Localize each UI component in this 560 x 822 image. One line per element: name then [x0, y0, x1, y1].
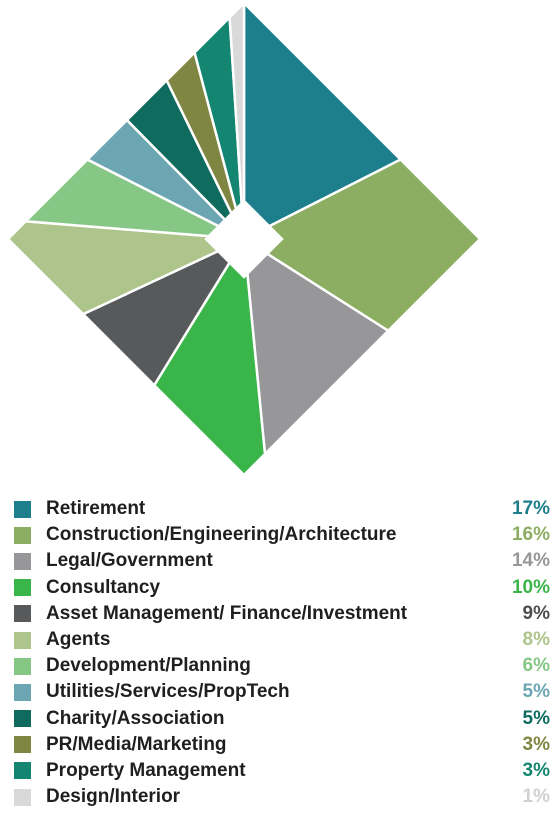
legend-item: Charity/Association 5% [14, 706, 550, 732]
legend-item: Construction/Engineering/Architecture 16% [14, 522, 550, 548]
legend-value: 14% [511, 550, 550, 572]
legend-value: 17% [511, 498, 550, 520]
legend-item: Retirement 17% [14, 496, 550, 522]
legend-swatch [14, 710, 31, 728]
legend-item: Utilities/Services/PropTech 5% [14, 679, 550, 705]
legend-value: 5% [522, 707, 550, 729]
legend-swatch [14, 736, 31, 754]
legend-item: Legal/Government 14% [14, 548, 550, 574]
legend-label: Construction/Engineering/Architecture [46, 524, 397, 546]
legend-swatch [14, 552, 31, 570]
legend-value: 9% [522, 602, 550, 624]
legend-item: Consultancy 10% [14, 575, 550, 601]
legend-item: Design/Interior 1% [14, 784, 550, 810]
chart-canvas [8, 0, 480, 475]
legend-swatch [14, 683, 31, 701]
pie-slice-design-interior [228, 0, 246, 207]
legend-label: Development/Planning [46, 655, 251, 677]
legend-label: PR/Media/Marketing [46, 733, 227, 755]
legend-swatch [14, 605, 31, 623]
legend-item: Asset Management/ Finance/Investment 9% [14, 601, 550, 627]
legend-value: 10% [511, 576, 550, 598]
legend-value: 16% [511, 524, 550, 546]
legend-label: Property Management [46, 759, 246, 781]
legend-label: Asset Management/ Finance/Investment [46, 602, 408, 624]
legend-swatch [14, 631, 31, 649]
legend-value: 5% [522, 681, 550, 703]
legend: Retirement 17% Construction/Engineering/Ar… [14, 496, 550, 810]
legend-item: Agents 8% [14, 627, 550, 653]
legend-swatch [14, 657, 31, 675]
legend-value: 6% [522, 655, 550, 677]
legend-value: 3% [522, 733, 550, 755]
legend-label: Charity/Association [46, 707, 225, 729]
legend-item: Property Management 3% [14, 758, 550, 784]
legend-swatch [14, 788, 31, 806]
legend-label: Retirement [46, 498, 146, 520]
legend-swatch [14, 526, 31, 544]
legend-label: Agents [46, 629, 111, 651]
legend-item: Development/Planning 6% [14, 653, 550, 679]
diamond-pie-chart [8, 0, 480, 475]
legend-item: PR/Media/Marketing 3% [14, 732, 550, 758]
legend-swatch [14, 579, 31, 597]
legend-label: Legal/Government [46, 550, 213, 572]
legend-value: 8% [522, 629, 550, 651]
legend-value: 3% [522, 759, 550, 781]
legend-label: Design/Interior [46, 786, 181, 808]
legend-value: 1% [522, 786, 550, 808]
legend-swatch [14, 500, 31, 518]
legend-swatch [14, 762, 31, 780]
legend-label: Utilities/Services/PropTech [46, 681, 290, 703]
legend-label: Consultancy [46, 576, 161, 598]
